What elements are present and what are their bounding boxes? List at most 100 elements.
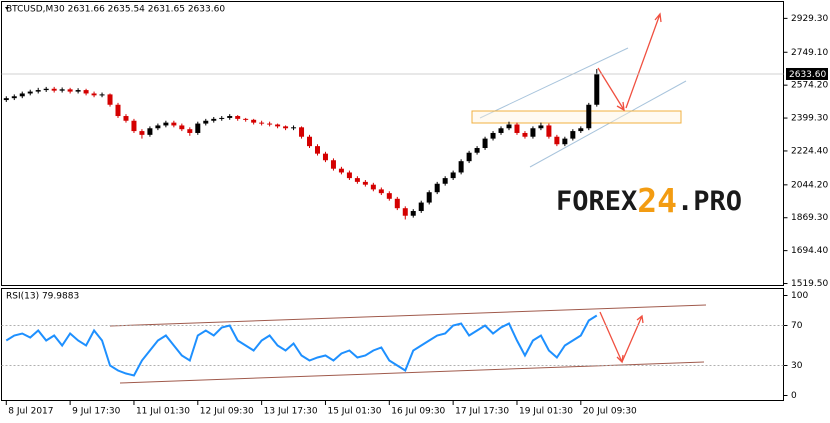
candle-body <box>27 91 33 94</box>
rsi-panel <box>1 288 784 401</box>
candle-body <box>163 122 169 126</box>
candle-body <box>354 178 360 182</box>
candle-body <box>458 161 464 173</box>
candle-body <box>322 153 328 161</box>
candle-body <box>147 128 153 135</box>
candle-body <box>131 120 137 132</box>
candle-body <box>570 131 576 139</box>
x-tick-label: 8 Jul 2017 <box>8 407 53 417</box>
candle-body <box>362 181 368 185</box>
candle-body <box>482 138 488 149</box>
candle-body <box>522 132 528 137</box>
price-panel <box>1 1 784 286</box>
candle-body <box>267 123 273 125</box>
y-tick-label: 100 <box>791 291 808 301</box>
candle-body <box>530 128 536 137</box>
candle-body <box>19 93 25 97</box>
candle-body <box>330 160 336 169</box>
zone <box>471 110 682 124</box>
arrow <box>597 67 625 112</box>
y-tick-label: 70 <box>791 321 803 331</box>
x-tick-label: 17 Jul 17:30 <box>455 407 509 417</box>
candle-body <box>450 172 456 179</box>
candle-body <box>99 94 105 96</box>
last-price-label: 2633.60 <box>789 70 826 80</box>
candle-body <box>251 119 257 123</box>
candle-body <box>410 211 416 216</box>
candle-body <box>83 90 89 94</box>
candle-body <box>466 152 472 162</box>
candle-body <box>402 208 408 216</box>
candle-body <box>490 132 496 139</box>
chart-header: BTCUSD,M30 2631.66 2635.54 2631.65 2633.… <box>6 5 225 15</box>
candle-body <box>11 96 17 99</box>
candle-body <box>426 192 432 203</box>
candle-body <box>442 178 448 184</box>
candle-body <box>474 148 480 153</box>
candle-body <box>187 129 193 133</box>
candle-body <box>546 125 552 137</box>
header-icon <box>5 7 9 10</box>
arrow <box>625 12 662 109</box>
rsi-trend-line <box>109 304 707 327</box>
y-tick-label: 2574.20 <box>791 81 828 91</box>
y-tick-label: 2399.30 <box>791 114 828 124</box>
candle-body <box>299 127 305 137</box>
candle-body <box>227 116 233 118</box>
candle-body <box>370 184 376 190</box>
candle-body <box>67 89 73 92</box>
x-tick-label: 13 Jul 17:30 <box>264 407 318 417</box>
candle-body <box>43 88 49 91</box>
candle-body <box>195 123 201 133</box>
x-tick-label: 9 Jul 17:30 <box>72 407 121 417</box>
x-tick-label: 19 Jul 01:30 <box>519 407 573 417</box>
candle-body <box>115 104 121 117</box>
candle-body <box>291 127 297 129</box>
x-tick-label: 11 Jul 01:30 <box>136 407 190 417</box>
candle-body <box>578 128 584 132</box>
y-tick-label: 1519.50 <box>791 279 828 289</box>
y-tick-label: 2929.30 <box>791 14 828 24</box>
y-tick-label: 0 <box>791 391 797 401</box>
candle-body <box>171 122 177 126</box>
candle-body <box>283 126 289 129</box>
candle-body <box>514 124 520 133</box>
last-price-box <box>786 67 828 80</box>
candle-body <box>586 104 592 129</box>
candle-body <box>211 118 217 121</box>
watermark: FOREX24.PRO <box>556 181 742 220</box>
candle-body <box>346 172 352 179</box>
candle-body <box>275 124 281 127</box>
candle-body <box>179 125 185 130</box>
y-tick-label: 2224.40 <box>791 146 828 156</box>
candle-body <box>314 146 320 154</box>
candle-body <box>139 131 145 135</box>
candle-body <box>235 116 241 119</box>
candle-body <box>107 94 113 105</box>
candle-body <box>259 122 265 124</box>
candle-body <box>203 120 209 124</box>
candle-body <box>91 93 97 96</box>
y-tick-label: 30 <box>791 361 803 371</box>
y-tick-label: 1694.40 <box>791 246 828 256</box>
candle-body <box>386 193 392 199</box>
watermark-part: .PRO <box>677 186 742 217</box>
candle-body <box>219 117 225 119</box>
x-tick-label: 15 Jul 01:30 <box>327 407 381 417</box>
candle-body <box>307 136 313 147</box>
x-tick-label: 12 Jul 09:30 <box>200 407 254 417</box>
candle-body <box>394 198 400 209</box>
candle-body <box>35 90 41 92</box>
candle-body <box>434 183 440 193</box>
x-tick-label: 20 Jul 09:30 <box>583 407 637 417</box>
y-tick-label: 2749.10 <box>791 48 828 58</box>
watermark-part: 24 <box>637 181 677 220</box>
candle-body <box>243 118 249 120</box>
arrow <box>621 314 644 363</box>
y-tick-label: 2044.20 <box>791 180 828 190</box>
candle-body <box>75 90 81 92</box>
candle-body <box>562 138 568 145</box>
candle-body <box>155 125 161 129</box>
y-tick-label: 1869.30 <box>791 213 828 223</box>
